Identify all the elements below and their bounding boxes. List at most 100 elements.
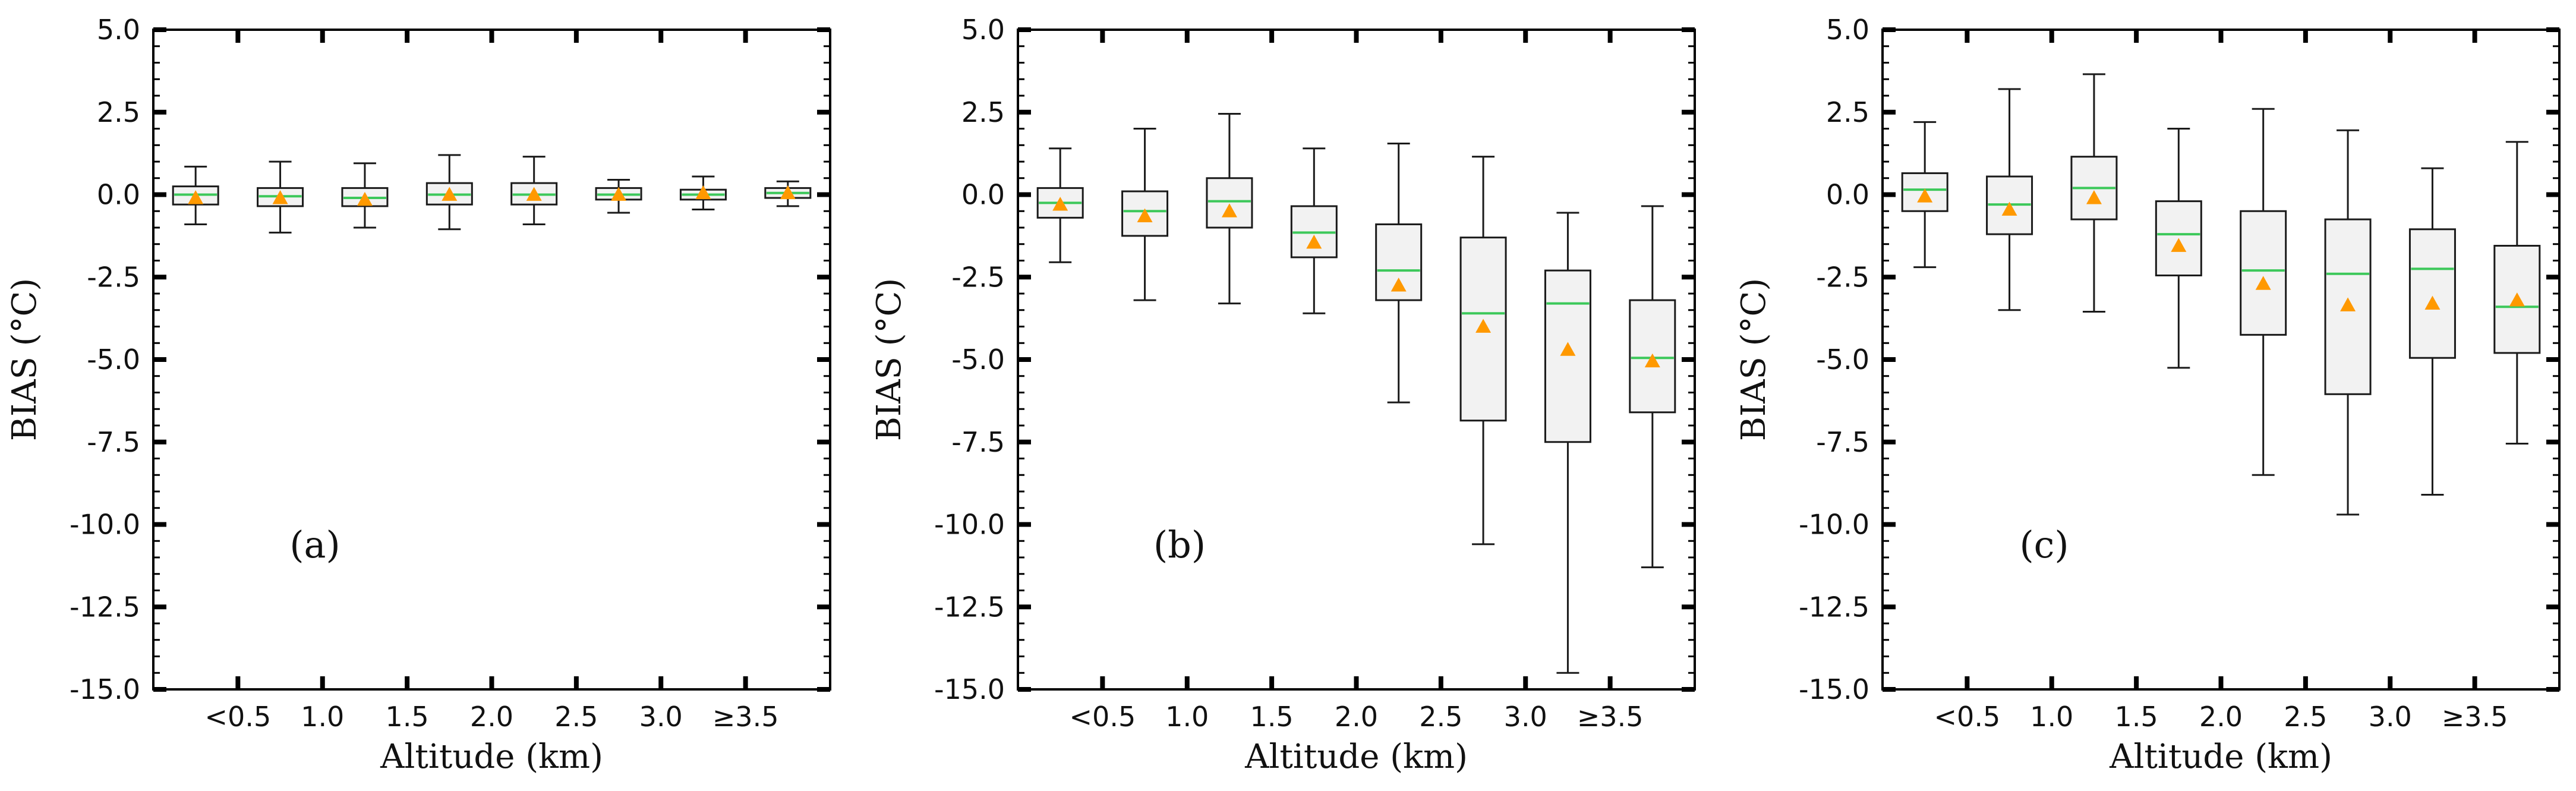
x-tick-label: 1.0 [2030,701,2073,733]
box-plot-4 [1290,147,1338,314]
x-tick-label: 3.0 [2369,701,2412,733]
x-tick-label: 2.0 [1335,701,1378,733]
mean-marker [2001,201,2017,216]
y-tick-label: -15.0 [70,673,140,705]
mean-marker [1644,353,1660,368]
mean-marker [1560,342,1576,356]
y-tick-label: 2.5 [1826,96,1869,128]
y-tick-label: -2.5 [1816,261,1869,293]
iqr-box [2408,228,2456,359]
y-tick-label: -7.5 [1816,426,1869,458]
y-axis-title: BIAS (°C) [1735,278,1773,441]
box-plot-4 [425,154,473,231]
x-tick-label: <0.5 [205,701,272,733]
x-tick-label: <0.5 [1934,701,2001,733]
iqr-box [1206,177,1253,229]
mean-marker [1052,197,1068,211]
panel-label: (a) [289,523,340,566]
y-tick-label: 0.0 [97,179,140,211]
mean-marker [1221,203,1237,218]
mean-marker [2086,190,2102,204]
mean-marker [2424,295,2441,310]
mean-marker [357,191,373,206]
iqr-box [1544,269,1591,443]
box-plot-7 [679,175,727,210]
box-plot-8 [764,180,812,207]
y-tick-label: -2.5 [87,261,140,293]
y-tick-label: -12.5 [70,591,140,623]
y-axis-title: BIAS (°C) [5,278,44,441]
y-tick-label: -10.0 [1799,509,1869,541]
x-tick-label: ≥3.5 [1577,701,1644,733]
mean-marker [2340,297,2356,311]
x-tick-label: 2.5 [2284,701,2327,733]
chart-panel-a: 5.0 2.5 0.0 -2.5 -5.0 -7.5 -10.0 -12.5 -15.0 <0.5… [5,14,831,776]
x-tick-label: 2.5 [554,701,598,733]
box-plot-5 [1375,142,1423,404]
mean-marker [2255,276,2271,290]
box-plot-7 [1544,212,1591,674]
box-plot-3 [2070,73,2118,313]
y-tick-label: -15.0 [1799,673,1869,705]
panel-label: (b) [1153,523,1206,566]
box-plot-6 [595,179,642,214]
box-plot-3 [1206,113,1253,305]
y-tick-label: 5.0 [961,14,1005,46]
mean-marker [2171,238,2187,252]
x-tick-label: 2.5 [1419,701,1462,733]
y-tick-label: -12.5 [1799,591,1869,623]
box-plot-5 [510,156,558,225]
x-axis-title: Altitude (km) [380,738,603,776]
y-tick-label: -5.0 [1816,343,1869,376]
y-tick-label: -2.5 [951,261,1005,293]
plot-frame [1017,29,1696,691]
mean-marker [1917,188,1933,203]
box-plot-2 [1121,128,1169,301]
mean-marker [695,185,711,200]
plot-frame [1881,29,2561,691]
plot-frame [152,29,831,691]
mean-marker [1306,234,1322,249]
y-tick-label: -12.5 [934,591,1005,623]
x-tick-label: ≥3.5 [2442,701,2508,733]
box-plot-1 [1036,147,1084,263]
box-plot-7 [2408,167,2456,496]
box-plot-3 [341,162,389,229]
mean-marker [526,187,542,201]
chart-panel-c: 5.0 2.5 0.0 -2.5 -5.0 -7.5 -10.0 -12.5 -15.0 <0.5… [1735,14,2561,776]
x-tick-label: 2.0 [2199,701,2243,733]
box-plot-6 [1459,156,1507,546]
x-tick-label: 3.0 [1504,701,1547,733]
x-tick-label: <0.5 [1070,701,1136,733]
box-plot-2 [1986,88,2033,311]
x-tick-label: 1.0 [301,701,344,733]
x-axis-title: Altitude (km) [2109,738,2332,776]
y-tick-label: 0.0 [1826,179,1869,211]
iqr-box [2155,200,2202,276]
y-tick-label: -10.0 [934,509,1005,541]
y-tick-label: -15.0 [934,673,1005,705]
x-tick-label: 2.0 [470,701,513,733]
mean-marker [611,187,627,201]
mean-marker [1137,208,1153,222]
y-tick-label: -5.0 [87,343,140,376]
y-tick-label: -5.0 [951,343,1005,376]
y-tick-label: -7.5 [87,426,140,458]
iqr-box [1901,172,1948,212]
y-axis-title: BIAS (°C) [870,278,909,441]
y-tick-label: 5.0 [97,14,140,46]
mean-marker [272,190,288,204]
mean-marker [1391,278,1407,292]
box-plot-4 [2155,128,2202,369]
box-plot-1 [172,165,219,225]
x-tick-label: 1.0 [1165,701,1209,733]
mean-marker [1475,319,1492,333]
box-plot-5 [2240,108,2287,476]
x-tick-label: 1.5 [386,701,429,733]
y-tick-label: 5.0 [1826,14,1869,46]
y-tick-label: 2.5 [961,96,1005,128]
iqr-box [2240,210,2287,336]
x-tick-label: 3.0 [639,701,683,733]
box-plot-8 [1629,205,1676,569]
